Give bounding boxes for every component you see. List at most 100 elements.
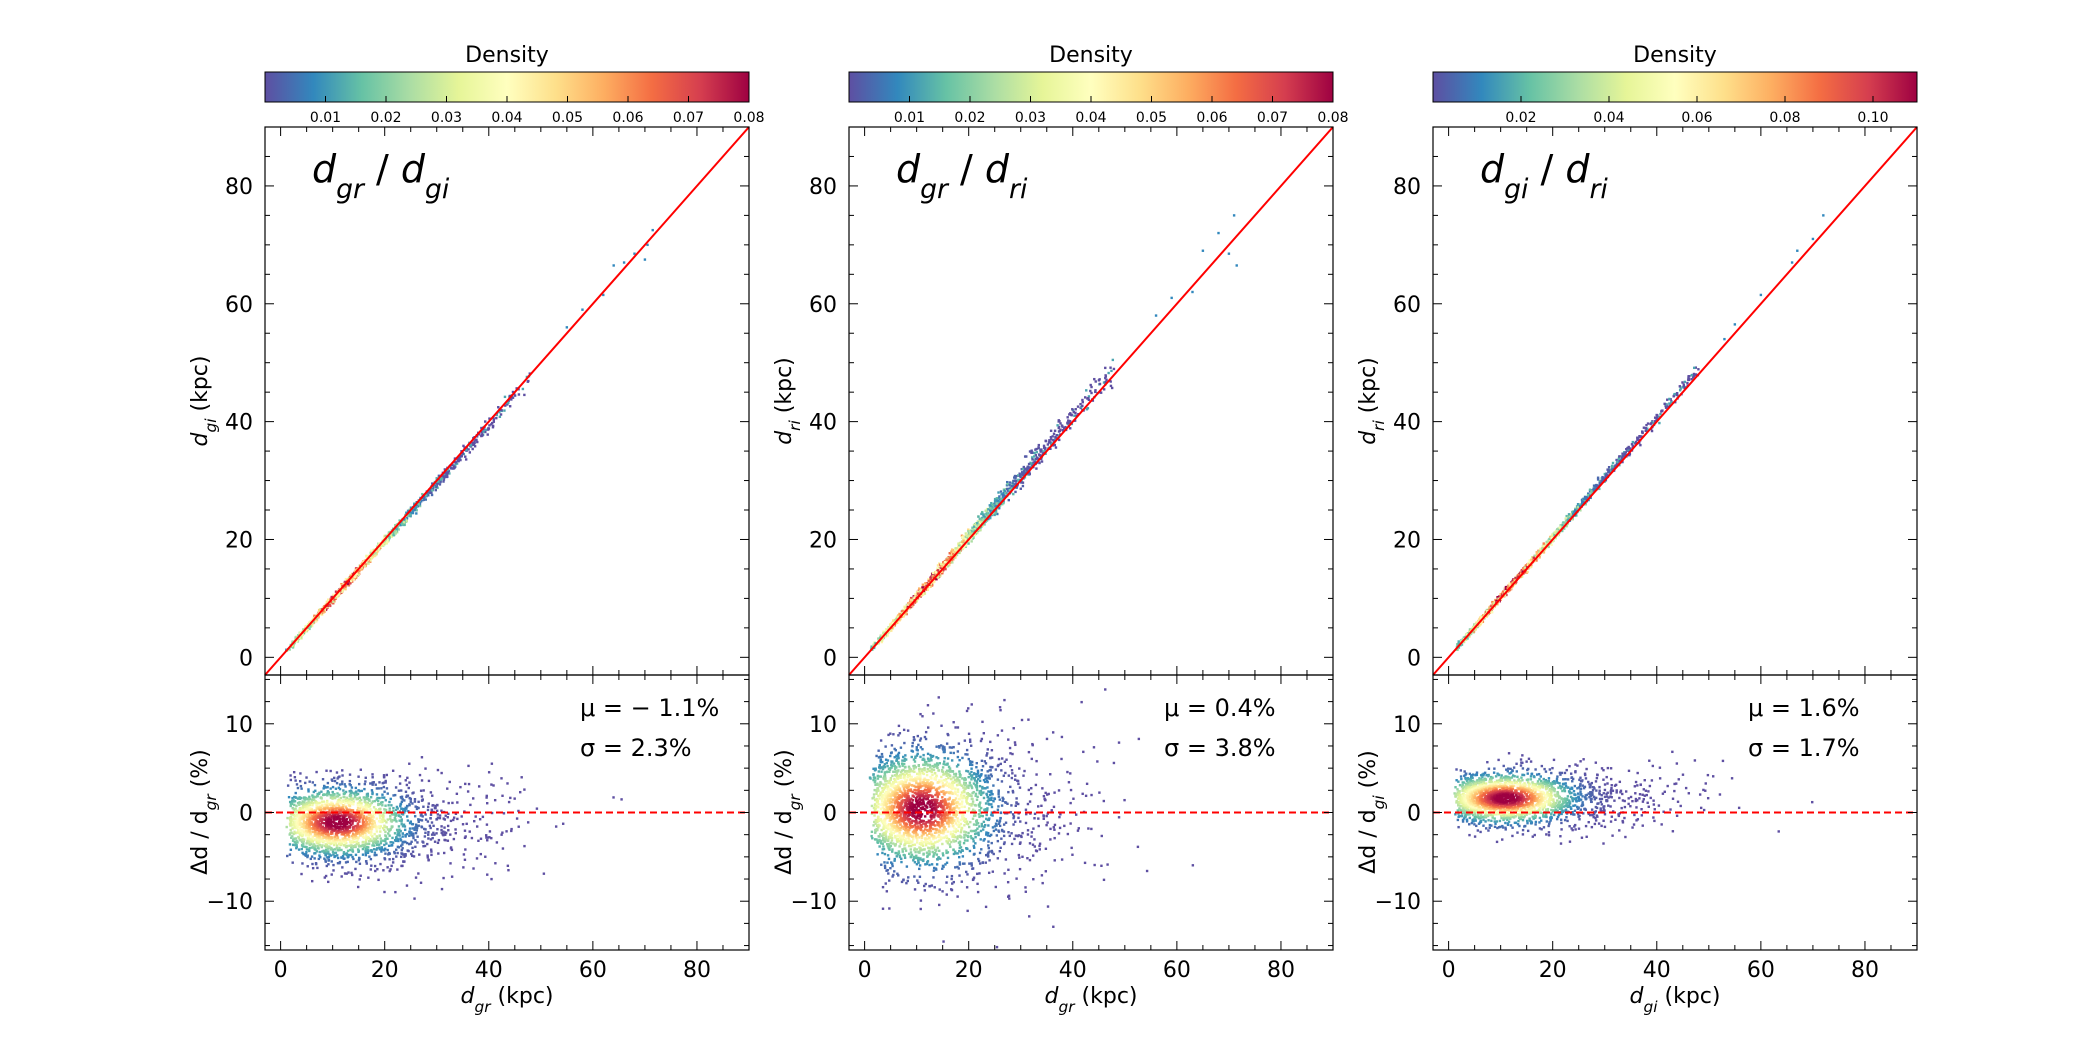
scatter-point (446, 816, 449, 819)
scatter-point (355, 816, 359, 819)
scatter-point (299, 631, 302, 635)
scatter-point (1068, 419, 1072, 423)
scatter-point (339, 584, 343, 587)
scatter-point (358, 807, 362, 810)
scatter-point (348, 829, 352, 833)
scatter-point (337, 827, 340, 831)
scatter-point (293, 803, 296, 807)
scatter-point (457, 456, 460, 460)
scatter-point (394, 808, 398, 812)
scatter-point (310, 846, 314, 849)
scatter-point (340, 875, 343, 878)
scatter-point (1094, 389, 1097, 392)
scatter-point (292, 808, 295, 811)
scatter-point (471, 447, 474, 451)
scatter-point (975, 531, 979, 535)
scatter-point (349, 809, 353, 813)
scatter-point (295, 783, 299, 786)
scatter-point (426, 856, 429, 859)
scatter-point (320, 804, 324, 808)
scatter-point (301, 838, 304, 841)
scatter-point (448, 472, 451, 475)
scatter-point (1070, 413, 1073, 417)
scatter-point (481, 815, 485, 819)
scatter-point (306, 816, 309, 819)
scatter-point (411, 846, 414, 850)
scatter-point (1046, 443, 1050, 446)
scatter-point (344, 861, 348, 864)
scatter-point (521, 387, 525, 391)
scatter-point (331, 779, 334, 782)
scatter-point (477, 785, 481, 788)
scatter-point (359, 768, 363, 771)
scatter-point (412, 855, 416, 858)
scatter-point (332, 816, 336, 819)
colorbar-tick-label: 0.07 (1257, 110, 1288, 126)
scatter-point (413, 897, 416, 900)
scatter-point (327, 863, 330, 866)
scatter-point (358, 801, 361, 804)
scatter-point (348, 773, 352, 776)
scatter-point (353, 835, 356, 838)
scatter-point (360, 805, 363, 808)
scatter-point (409, 798, 413, 801)
scatter-point (305, 848, 309, 851)
scatter-point (373, 841, 377, 844)
scatter-point (391, 861, 395, 864)
scatter-point (334, 854, 337, 858)
scatter-point (388, 858, 391, 861)
scatter-point (455, 462, 459, 465)
scatter-point (349, 791, 352, 795)
scatter-point (370, 809, 373, 813)
scatter-point (408, 821, 412, 825)
scatter-point (440, 809, 443, 812)
scatter-point (321, 818, 324, 821)
scatter-point (307, 848, 311, 851)
scatter-point (293, 641, 296, 645)
scatter-point (395, 527, 398, 531)
scatter-point (450, 467, 453, 470)
scatter-point (335, 830, 339, 833)
scatter-point (359, 811, 362, 815)
scatter-point (333, 779, 337, 783)
scatter-point (365, 860, 368, 863)
scatter-point (471, 441, 474, 445)
scatter-point (395, 835, 398, 839)
scatter-point (484, 420, 487, 423)
scatter-point (1081, 398, 1084, 402)
scatter-point (620, 798, 623, 801)
scatter-point (293, 837, 296, 840)
scatter-point (413, 827, 417, 830)
scatter-point (386, 537, 389, 540)
scatter-point (325, 864, 328, 868)
scatter-point (404, 835, 407, 838)
colorbar-label: Density (465, 43, 549, 68)
scatter-point (379, 801, 383, 804)
scatter-point (357, 775, 360, 778)
scatter-point (384, 834, 387, 837)
scatter-point (319, 807, 323, 810)
scatter-point (436, 803, 439, 807)
scatter-point (379, 841, 383, 845)
scatter-point (375, 848, 378, 851)
scatter-point (365, 555, 368, 558)
scatter-point (310, 814, 314, 818)
scatter-point (500, 408, 503, 412)
scatter-point (467, 782, 471, 786)
scatter-point (330, 873, 333, 876)
scatter-point (415, 829, 419, 832)
scatter-point (392, 813, 395, 816)
scatter-point (423, 497, 426, 500)
ylabel-var: d (188, 431, 213, 446)
scatter-point (325, 828, 329, 831)
scatter-point (370, 555, 373, 558)
scatter-point (390, 533, 393, 536)
scatter-point (365, 842, 369, 846)
scatter-point (366, 822, 369, 826)
scatter-point (288, 800, 292, 804)
scatter-point (336, 792, 339, 795)
scatter-point (429, 813, 433, 816)
title-var: d (401, 147, 426, 191)
scatter-point (318, 817, 322, 821)
scatter-point (349, 784, 352, 787)
